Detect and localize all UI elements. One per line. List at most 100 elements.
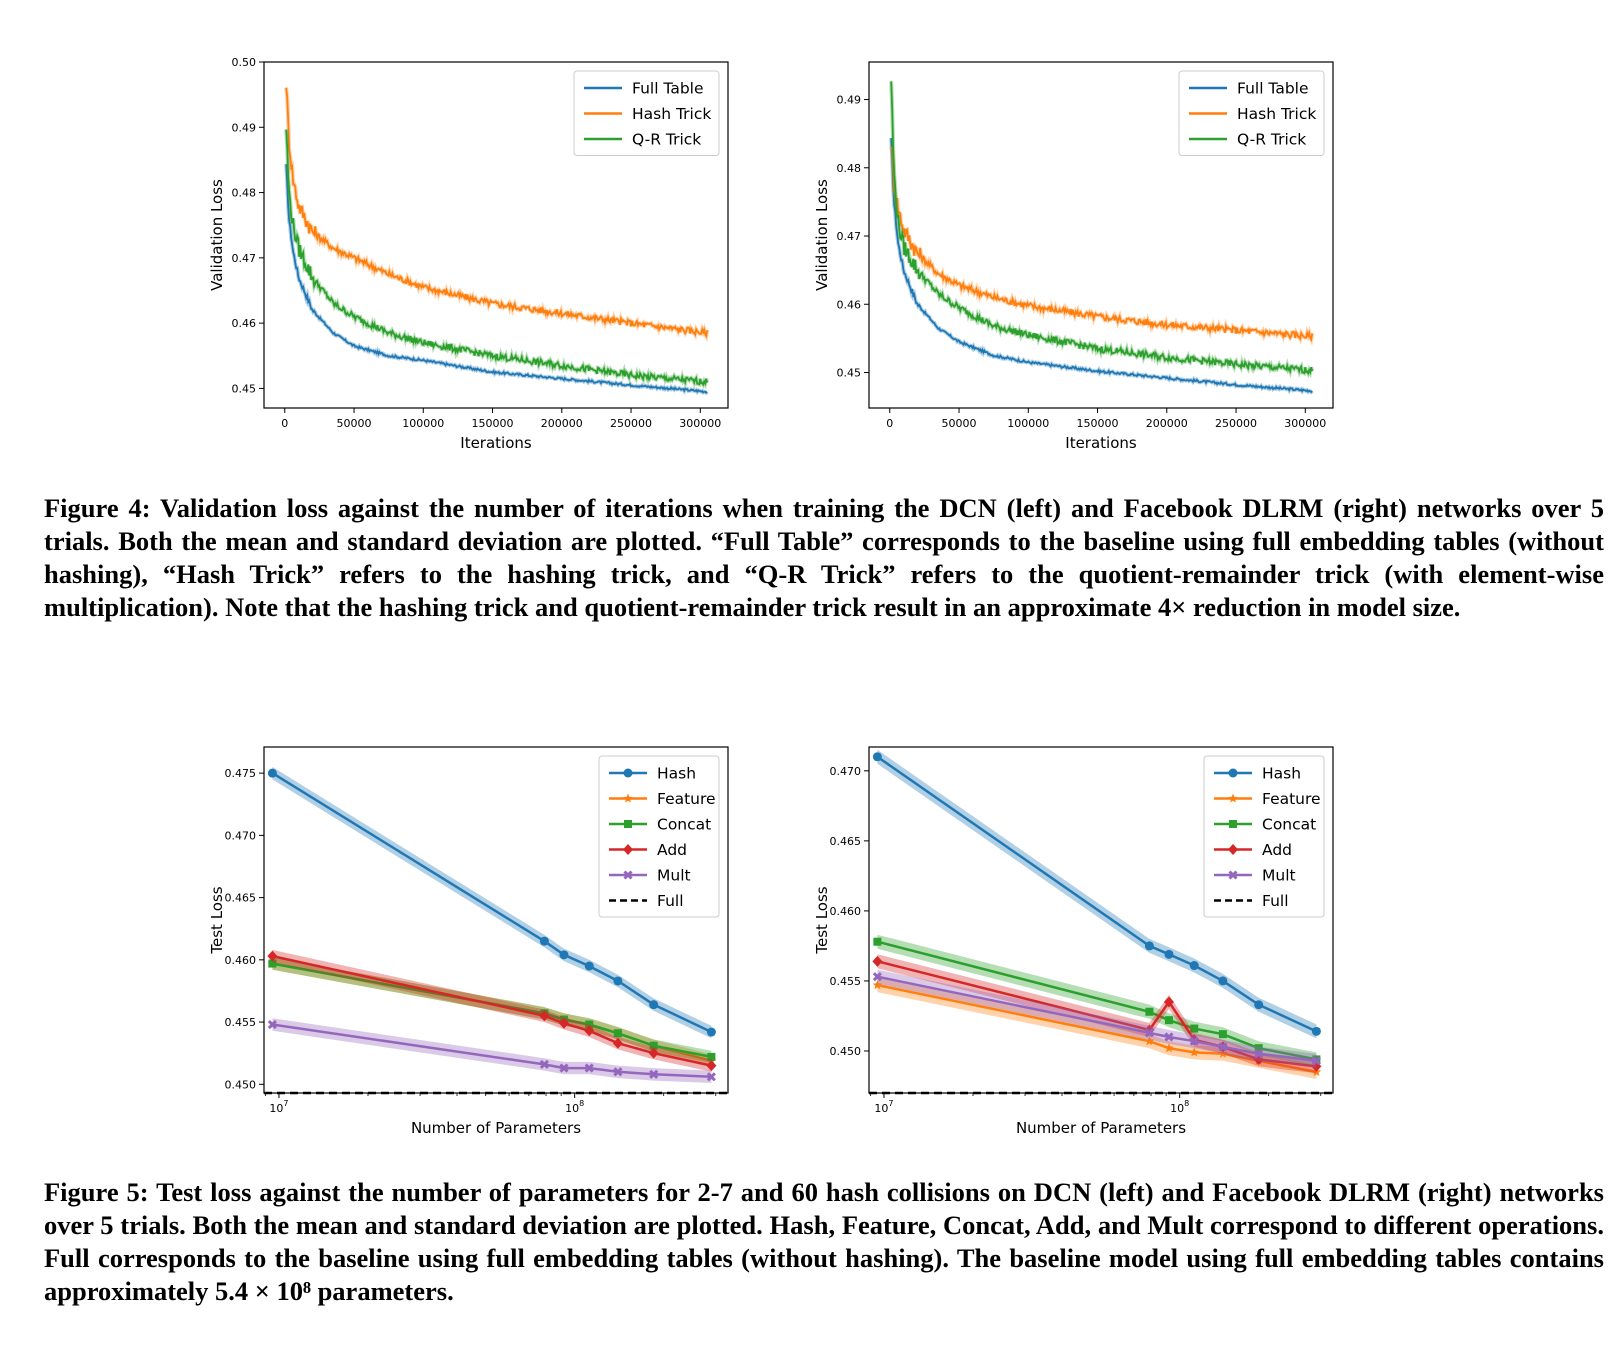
fig5-right-plot: 0.450 0.455 0.460 0.465 0.470 107 108 Number of…: [813, 746, 1334, 1137]
fig5-right-add-point: [1163, 996, 1174, 1008]
fig4-left-frame: [263, 61, 729, 409]
fig5-right-ytick-label: 0.470: [830, 765, 862, 778]
fig4-left-xtick-label: 0: [281, 417, 288, 430]
fig5-left-add-point: [267, 950, 278, 962]
fig5-left-legend-feature-marker: [623, 793, 633, 803]
fig5-left-concat-point: [268, 959, 277, 968]
fig4-left-legend: Full Table Hash Trick Q-R Trick: [573, 70, 720, 156]
fig5-right-mult-point: [1164, 1032, 1174, 1042]
fig5-left-xlabel: Number of Parameters: [411, 1119, 581, 1137]
fig5-right-legend-full-label: Full: [1262, 892, 1289, 910]
fig4-left-ylabel: Validation Loss: [208, 179, 226, 291]
fig5-right-add-point: [1144, 1024, 1155, 1036]
fig4-right-xtick-label: 200000: [1146, 417, 1188, 430]
figure-5-caption: Figure 5: Test loss against the number o…: [44, 1176, 1604, 1308]
figure-5-label: Figure 5:: [44, 1177, 149, 1207]
fig5-right-frame: [868, 746, 1334, 1094]
fig5-right-legend-add-marker: [1228, 844, 1238, 855]
fig5-right-concat-band: [877, 934, 1317, 1067]
fig4-right-hash-trick-line: [890, 146, 1314, 343]
fig4-left-xtick-label: 50000: [337, 417, 372, 430]
fig5-right-ytick-label: 0.465: [830, 835, 862, 848]
fig5-left-mult-point: [649, 1069, 659, 1079]
fig4-left-legend-q-r-trick-label: Q-R Trick: [632, 131, 701, 149]
fig5-right-ylabel: Test Loss: [813, 886, 831, 954]
fig5-left-concat-point: [707, 1052, 716, 1061]
fig5-right-legend-concat-marker: [1229, 820, 1237, 828]
fig5-left-add-point: [706, 1060, 717, 1072]
fig4-left-xtick-label: 150000: [472, 417, 514, 430]
fig4-left-hash-trick-line: [285, 87, 709, 339]
fig4-right-legend-q-r-trick-label: Q-R Trick: [1237, 131, 1306, 149]
fig5-left-mult-point: [267, 1019, 277, 1030]
fig5-right-legend-mult-marker: [1228, 870, 1238, 880]
fig5-right-xlabel: Number of Parameters: [1016, 1119, 1186, 1137]
fig5-left-ytick-label: 0.450: [225, 1078, 257, 1091]
fig5-left-add-point: [558, 1017, 569, 1029]
fig5-right-concat-point: [1190, 1024, 1199, 1033]
fig4-left-q-r-trick-line: [285, 129, 709, 387]
fig4-right-plot: 0.45 0.46 0.47 0.48 0.49 0 50000 100000 150000 20…: [813, 61, 1334, 452]
fig4-left-plot: 0.45 0.46 0.47 0.48 0.49 0.50 0 50000 100000 1500…: [208, 56, 729, 452]
fig5-left-ytick-label: 0.465: [225, 892, 257, 905]
fig4-left-xtick-label: 250000: [610, 417, 652, 430]
fig5-left-plot: 0.450 0.455 0.460 0.465 0.470 0.475 107 108 Numb…: [208, 746, 729, 1137]
fig5-left-xtick-exponent: 8: [579, 1099, 584, 1108]
fig5-right-ytick-label: 0.460: [830, 905, 862, 918]
fig5-left-hash-point: [267, 768, 277, 778]
fig4-left-legend-box: [573, 70, 720, 156]
fig5-left-mult-point: [584, 1063, 594, 1073]
fig4-right-full-table-line: [890, 138, 1313, 394]
fig4-right-xlabel: Iterations: [1065, 434, 1137, 452]
fig5-left-add-point: [612, 1037, 623, 1049]
fig5-left-concat-point: [585, 1020, 594, 1029]
fig5-left-concat-point: [613, 1029, 622, 1038]
fig5-right-hash-point: [1164, 949, 1174, 959]
figure-4-text: Validation loss against the number of it…: [44, 493, 1604, 622]
fig5-right-concat-point: [1218, 1030, 1227, 1039]
fig4-left-ytick-label: 0.48: [232, 187, 257, 200]
fig5-left-frame: [263, 746, 729, 1094]
fig4-right-ytick-label: 0.47: [837, 230, 862, 243]
fig5-left-ytick-label: 0.455: [225, 1016, 257, 1029]
fig4-right-layer: 0.45 0.46 0.47 0.48 0.49 0 50000 100000 150000 20…: [813, 61, 1334, 452]
fig5-left-legend: Hash Feature Concat Add Mult Full: [598, 755, 720, 918]
fig5-left-legend-feature-label: Feature: [657, 790, 716, 808]
fig5-left-mult-point: [559, 1063, 569, 1073]
fig5-left-xtick-exponent: 7: [283, 1099, 288, 1108]
fig4-left-ytick-label: 0.45: [232, 382, 257, 395]
fig5-right-ytick-label: 0.450: [830, 1045, 862, 1058]
fig4-left-xtick-label: 300000: [679, 417, 721, 430]
fig4-right-legend-full-table-label: Full Table: [1237, 80, 1309, 98]
fig5-right-feature-point: [1218, 1048, 1228, 1058]
fig4-right-hash-trick-band: [889, 146, 1315, 346]
fig5-right-legend-feature-label: Feature: [1262, 790, 1321, 808]
fig5-left-xtick-label: 107: [269, 1099, 288, 1115]
fig4-right-ytick-label: 0.48: [837, 162, 862, 175]
fig5-left-ytick-label: 0.475: [225, 767, 257, 780]
figure-4-caption: Figure 4: Validation loss against the nu…: [44, 492, 1604, 624]
fig5-right-mult-point: [1189, 1036, 1199, 1046]
fig5-left-legend-hash-label: Hash: [657, 765, 696, 783]
fig5-right-hash-point: [1144, 941, 1154, 951]
fig5-right-xtick-exponent: 7: [888, 1099, 893, 1108]
fig5-left-add-point: [584, 1025, 595, 1037]
fig4-left-legend-hash-trick-label: Hash Trick: [632, 105, 711, 123]
fig4-left-xlabel: Iterations: [460, 434, 532, 452]
fig5-left-hash-point: [559, 950, 569, 960]
fig5-right-legend-hash-label: Hash: [1262, 765, 1301, 783]
fig5-left-layer: 0.450 0.455 0.460 0.465 0.470 0.475 107 108 Numb…: [208, 746, 729, 1137]
fig4-left-ytick-label: 0.49: [232, 121, 257, 134]
fig4-left-xtick-label: 100000: [402, 417, 444, 430]
fig5-left-hash-point: [706, 1027, 716, 1037]
fig5-right-xtick-exponent: 8: [1184, 1099, 1189, 1108]
fig5-right-hash-point: [1218, 976, 1228, 986]
fig4-right-frame: [868, 61, 1334, 409]
fig4-left-ytick-label: 0.47: [232, 252, 257, 265]
fig4-right-xtick-label: 150000: [1077, 417, 1119, 430]
fig4-left-full-table-line: [285, 164, 708, 394]
fig5-right-hash-point: [1311, 1026, 1321, 1036]
fig4-right-ylabel: Validation Loss: [813, 179, 831, 291]
fig5-left-hash-point: [613, 976, 623, 986]
fig4-right-ytick-label: 0.49: [837, 94, 862, 107]
